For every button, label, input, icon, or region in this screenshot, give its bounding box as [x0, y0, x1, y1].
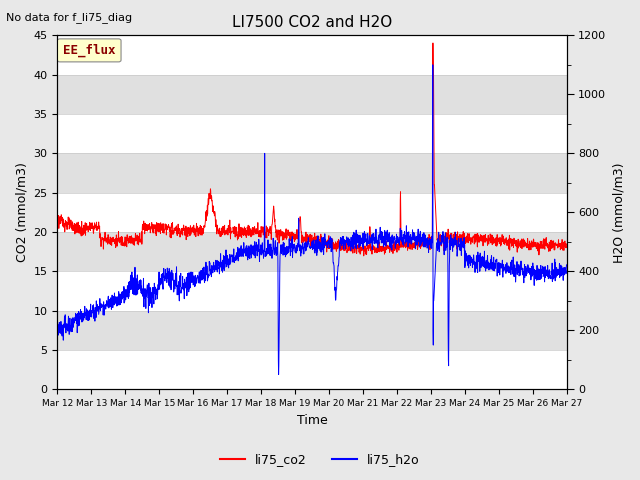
Bar [58, 75, 566, 114]
Y-axis label: H2O (mmol/m3): H2O (mmol/m3) [612, 162, 625, 263]
Bar [58, 114, 566, 153]
Text: EE_flux: EE_flux [63, 44, 116, 57]
X-axis label: Time: Time [296, 414, 327, 427]
Bar [58, 192, 566, 232]
Bar [58, 232, 566, 271]
Legend: li75_co2, li75_h2o: li75_co2, li75_h2o [215, 448, 425, 471]
Bar [58, 311, 566, 350]
Bar [58, 350, 566, 389]
Bar [58, 271, 566, 311]
Text: No data for f_li75_diag: No data for f_li75_diag [6, 12, 132, 23]
FancyBboxPatch shape [58, 39, 121, 62]
Y-axis label: CO2 (mmol/m3): CO2 (mmol/m3) [15, 162, 28, 262]
Bar [58, 153, 566, 192]
Bar [58, 36, 566, 75]
Title: LI7500 CO2 and H2O: LI7500 CO2 and H2O [232, 15, 392, 30]
